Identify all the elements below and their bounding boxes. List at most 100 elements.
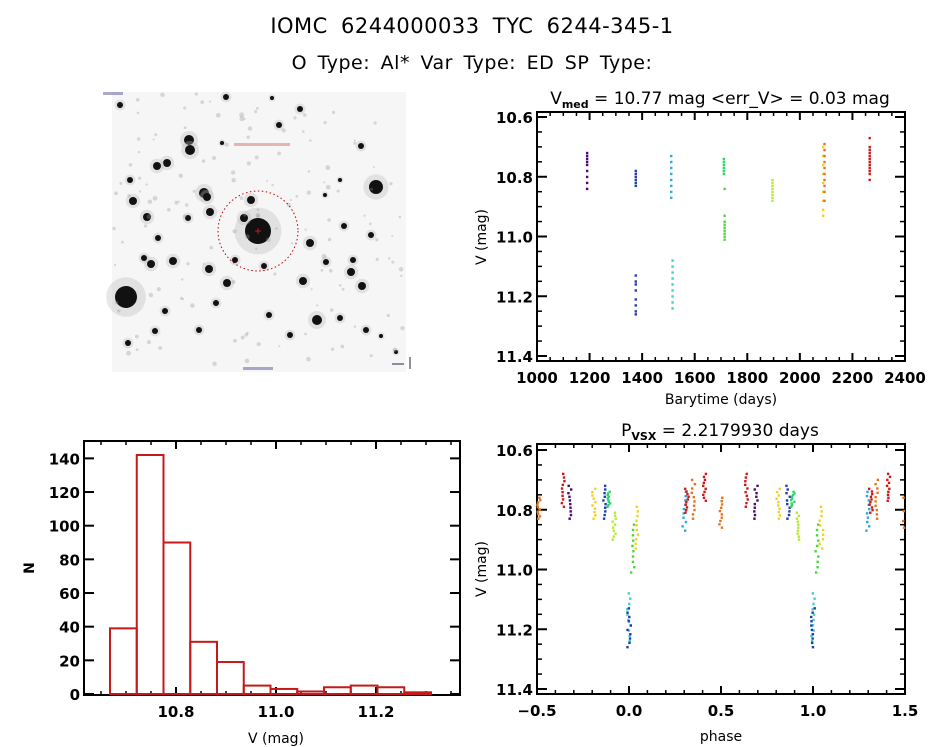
light-curve-point	[634, 313, 637, 316]
phased-point	[591, 504, 594, 507]
light-curve-point	[823, 148, 826, 152]
faint-star	[177, 200, 180, 203]
light-curve-point	[771, 187, 774, 191]
phased-point	[753, 502, 757, 506]
light-curve-point	[868, 163, 871, 167]
phased-point	[684, 503, 687, 506]
phased-point	[866, 520, 869, 524]
faint-star	[341, 287, 345, 291]
phased-point	[628, 602, 631, 606]
star	[205, 265, 213, 273]
faint-star	[154, 133, 158, 137]
faint-star	[254, 155, 259, 160]
star	[169, 257, 177, 265]
phased-point	[797, 535, 800, 538]
phased-point	[626, 608, 629, 611]
phased-point	[871, 508, 874, 512]
phased-point	[718, 509, 722, 513]
phased-point	[817, 539, 820, 542]
phased-light-curve-title: PVSX = 2.2179930 days	[621, 421, 819, 443]
star	[297, 106, 303, 112]
light-curve-point	[821, 199, 825, 203]
faint-star	[160, 92, 165, 98]
phased-point	[607, 500, 610, 503]
phased-point	[568, 499, 572, 502]
faint-star	[144, 224, 148, 228]
light-curve-point	[821, 154, 825, 158]
faint-star	[306, 190, 311, 195]
star	[358, 282, 366, 290]
phased-point	[591, 494, 594, 497]
x-tick-label: 11.2	[357, 703, 394, 721]
light-curve-point	[868, 154, 871, 158]
light-curve-point	[585, 163, 589, 167]
faint-star	[321, 253, 327, 259]
phased-point	[683, 529, 687, 532]
light-curve-point	[634, 274, 637, 277]
phased-point	[813, 597, 816, 600]
target-crosshair-icon	[255, 228, 261, 234]
phased-point	[886, 472, 890, 476]
faint-star	[391, 234, 394, 238]
phased-point	[786, 488, 789, 491]
faint-star	[301, 130, 305, 133]
light-curve-point	[670, 166, 673, 170]
faint-star	[212, 361, 217, 366]
phased-point	[874, 495, 877, 499]
light-curve-point	[723, 235, 726, 238]
star	[125, 340, 131, 346]
light-curve-point	[670, 154, 673, 158]
phased-point	[693, 508, 696, 512]
phased-point	[887, 496, 890, 499]
phased-point	[816, 565, 819, 569]
phased-point	[684, 520, 688, 524]
phased-point	[538, 508, 541, 511]
phased-point	[536, 505, 540, 509]
faint-star	[174, 200, 179, 205]
star	[299, 277, 307, 285]
phased-point	[634, 542, 637, 546]
phased-point	[569, 502, 572, 506]
phased-point	[790, 498, 793, 502]
phased-point	[820, 514, 823, 518]
faint-star	[336, 189, 340, 193]
light-curve-point	[671, 259, 674, 262]
light-curve-point	[723, 187, 726, 191]
phased-point	[902, 509, 906, 513]
phased-point	[815, 528, 819, 532]
phased-point	[702, 484, 705, 488]
phased-point	[753, 513, 757, 517]
histogram-bar	[242, 684, 272, 696]
phased-point	[821, 533, 825, 536]
faint-star	[304, 228, 307, 231]
magnitude-histogram: 10.8 11.0 11.2 0 20 40 60 80 100 120 140 V (mag) N	[22, 440, 461, 747]
faint-star	[369, 222, 372, 226]
light-curve-point	[771, 181, 774, 185]
phased-point	[811, 608, 814, 611]
faint-star	[114, 191, 118, 196]
object-type-subtitle: O Type: Al* Var Type: ED SP Type:	[291, 52, 653, 74]
faint-star	[190, 303, 195, 308]
phased-point	[743, 483, 747, 487]
faint-star	[136, 137, 141, 141]
object-identifier-title: IOMC 6244000033 TYC 6244-345-1	[270, 14, 674, 38]
phased-point	[885, 484, 889, 488]
phased-point	[745, 494, 749, 498]
phased-point	[865, 529, 868, 532]
star	[153, 162, 161, 170]
phased-point	[810, 628, 814, 632]
light-curve-plot: Vmed = 10.77 mag <err_V> = 0.03 mag 1000…	[474, 89, 926, 408]
light-curve-point	[634, 184, 637, 188]
phased-point	[608, 502, 612, 505]
light-curve-point	[634, 310, 637, 313]
light-curve-point	[868, 166, 871, 170]
faint-star	[273, 272, 277, 276]
faint-star	[392, 347, 398, 353]
star	[394, 350, 398, 354]
phased-point	[788, 506, 791, 509]
phased-point	[684, 508, 688, 512]
light-curve-point	[823, 184, 826, 188]
star	[184, 135, 194, 145]
faint-star	[302, 113, 307, 117]
star	[185, 215, 191, 221]
